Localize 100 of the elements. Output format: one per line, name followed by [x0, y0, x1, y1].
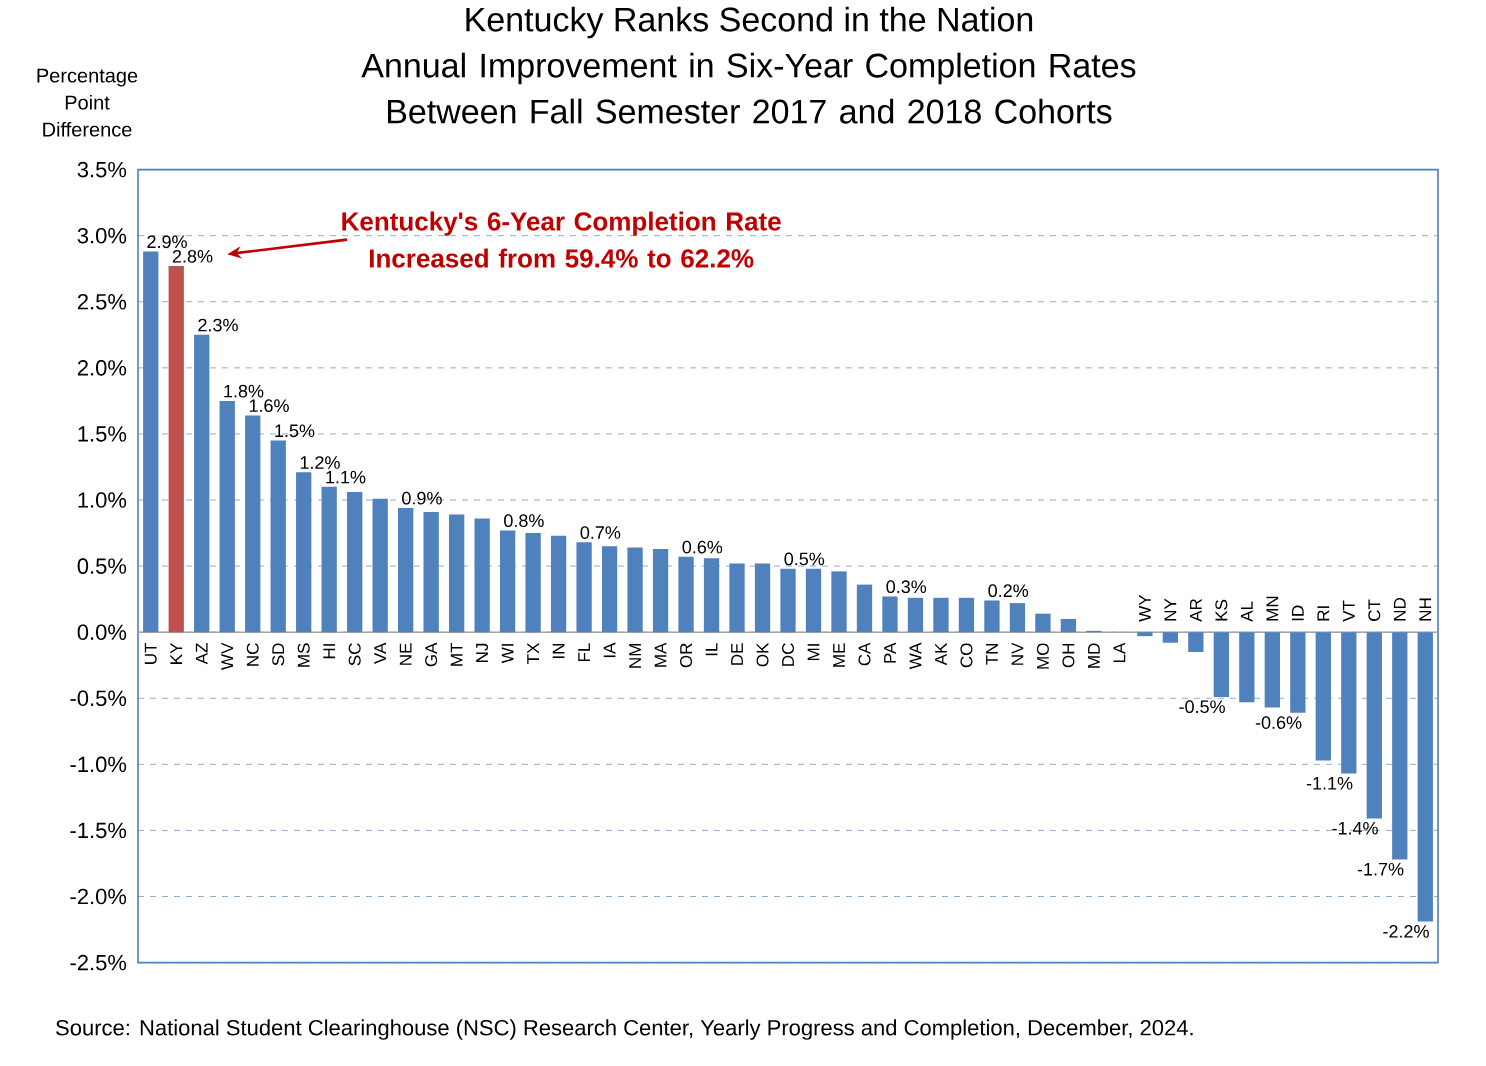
bar [270, 440, 286, 633]
bar [754, 563, 771, 633]
y-tick-label: -1.0% [70, 756, 127, 773]
x-tick-label: MI [807, 644, 820, 661]
x-tick-label: OH [1062, 644, 1075, 668]
bar [398, 508, 414, 633]
source-note: Source: National Student Clearinghouse (NSC) Research Center, Yearly Progress and Completion, December, 2024. [56, 1019, 1193, 1041]
bar [1239, 632, 1255, 703]
x-tick-label: AL [1240, 601, 1253, 622]
x-tick-label: NM [629, 644, 641, 668]
x-tick-label: VA [374, 642, 387, 665]
bar [423, 512, 439, 633]
x-tick-label: NC [246, 643, 259, 666]
x-tick-label: CO [960, 643, 973, 668]
x-tick-label: SD [272, 643, 285, 666]
y-tick-label: 1.5% [78, 426, 127, 442]
chart-subtitle: Annual Improvement in Six-Year Completion Rates Between Fall Semester 2017 and 2018 Cohorts [361, 52, 1136, 124]
x-tick-label: WI [501, 644, 514, 664]
bar [1035, 613, 1051, 633]
data-label: 0.9% [402, 491, 442, 505]
bar [372, 498, 388, 633]
y-tick-label: -0.5% [70, 690, 127, 707]
bar [245, 415, 261, 633]
data-label: 0.7% [580, 526, 621, 540]
bar [729, 563, 745, 633]
bar [678, 557, 694, 633]
bar [499, 530, 516, 633]
x-tick-label: CA [858, 642, 871, 666]
x-tick-label: MA [654, 642, 667, 667]
bar [347, 492, 363, 633]
bar [627, 547, 643, 633]
data-label: 2.8% [172, 250, 213, 263]
data-label: 1.1% [326, 471, 366, 484]
bar [525, 533, 541, 633]
x-tick-label: PA [884, 642, 896, 663]
x-tick-label: ID [1291, 605, 1304, 621]
bar [1366, 632, 1382, 819]
bar [958, 598, 975, 633]
x-tick-label: DE [731, 643, 743, 666]
data-label: -1.1% [1306, 777, 1353, 790]
x-tick-label: IL [705, 643, 718, 656]
x-tick-label: MO [1036, 643, 1049, 669]
bar [576, 542, 592, 633]
data-label: -1.4% [1332, 822, 1378, 835]
bar [933, 598, 949, 633]
annotation: Kentucky's 6-Year Completion Rate Increased from 59.4% to 62.2% [342, 211, 781, 268]
x-tick-label: OK [756, 642, 769, 667]
bar [219, 401, 235, 633]
y-tick-label: -2.5% [70, 955, 127, 971]
x-tick-label: WV [221, 642, 234, 671]
bar [1264, 632, 1280, 708]
bar [1417, 632, 1433, 922]
bar [601, 546, 618, 633]
bar [550, 535, 567, 633]
data-label: 1.6% [249, 399, 289, 413]
x-tick-label: WA [909, 642, 922, 670]
bar [143, 251, 159, 633]
bar [448, 514, 465, 633]
bar [805, 568, 822, 633]
x-tick-label: WY [1139, 594, 1151, 622]
data-label: 1.5% [275, 424, 315, 438]
x-tick-label: NY [1164, 598, 1177, 621]
x-tick-label: IA [603, 642, 616, 658]
x-tick-label: TN [986, 644, 998, 666]
bar [984, 600, 1000, 633]
bar [168, 266, 184, 633]
x-tick-label: MS [297, 643, 310, 667]
y-tick-label: 0.5% [77, 558, 127, 575]
bar [703, 558, 720, 633]
data-label: 2.3% [198, 318, 238, 332]
x-tick-label: ND [1393, 598, 1406, 621]
bar [652, 549, 669, 633]
bar [907, 598, 924, 633]
bar [1290, 632, 1306, 713]
x-tick-label: IN [552, 644, 565, 659]
bar [1315, 632, 1331, 761]
data-label: 0.8% [504, 514, 544, 528]
x-tick-label: GA [425, 642, 438, 667]
bar [296, 472, 312, 633]
x-tick-label: AK [935, 642, 947, 666]
x-tick-label: CT [1368, 599, 1381, 622]
y-tick-label: 1.0% [78, 492, 127, 509]
data-label: 0.6% [682, 540, 723, 554]
bar [1392, 632, 1408, 860]
x-tick-label: KY [170, 643, 183, 665]
bar [1060, 619, 1077, 633]
x-tick-label: AZ [195, 643, 208, 665]
x-tick-label: MT [450, 643, 463, 666]
y-tick-label: 3.5% [77, 162, 127, 178]
data-label: 1.8% [224, 384, 264, 398]
x-tick-label: LA [1113, 642, 1126, 663]
data-label: -0.5% [1179, 700, 1225, 714]
x-tick-label: AR [1190, 599, 1202, 622]
bar [1009, 603, 1026, 633]
x-tick-label: VT [1342, 600, 1355, 622]
x-tick-label: KS [1215, 600, 1228, 621]
y-tick-label: 3.0% [77, 228, 127, 244]
data-label: -0.6% [1255, 716, 1302, 730]
data-label: -2.2% [1383, 925, 1429, 938]
x-tick-label: FL [578, 643, 590, 662]
